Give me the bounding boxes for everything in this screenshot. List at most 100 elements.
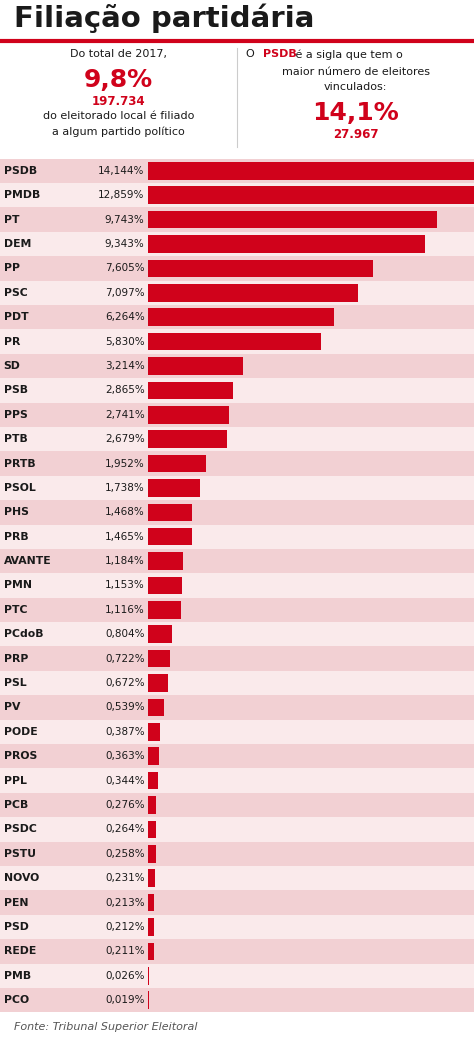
Bar: [0, 451, 474, 475]
Bar: [0, 305, 474, 329]
Bar: [0, 256, 474, 280]
Bar: [0, 378, 474, 403]
Text: 0,026%: 0,026%: [105, 970, 145, 981]
Text: SD: SD: [3, 361, 20, 371]
Text: do eleitorado local é filiado: do eleitorado local é filiado: [43, 111, 194, 121]
Bar: [148, 748, 159, 765]
Text: PT: PT: [3, 215, 19, 224]
Text: PMB: PMB: [3, 970, 31, 981]
Text: é a sigla que tem o: é a sigla que tem o: [292, 49, 402, 60]
Bar: [0, 671, 474, 695]
Text: 0,722%: 0,722%: [105, 654, 145, 664]
Text: PDT: PDT: [3, 313, 28, 322]
Text: PHS: PHS: [3, 508, 28, 517]
Text: 27.967: 27.967: [333, 128, 378, 142]
Text: PSB: PSB: [3, 385, 27, 395]
Bar: [0, 964, 474, 988]
Bar: [0, 232, 474, 256]
Text: 9,743%: 9,743%: [105, 215, 145, 224]
Text: 12,859%: 12,859%: [98, 190, 145, 200]
Bar: [0, 354, 474, 378]
Bar: [0, 817, 474, 841]
Text: 6,264%: 6,264%: [105, 313, 145, 322]
Text: 1,184%: 1,184%: [105, 556, 145, 566]
Bar: [0, 793, 474, 817]
Text: 0,539%: 0,539%: [105, 703, 145, 712]
Text: 0,276%: 0,276%: [105, 800, 145, 810]
Text: NOVO: NOVO: [3, 873, 39, 883]
Bar: [0, 720, 474, 744]
Text: vinculados:: vinculados:: [324, 83, 387, 92]
Text: 1,738%: 1,738%: [105, 483, 145, 493]
Bar: [0, 598, 474, 622]
Text: PSDB: PSDB: [263, 49, 297, 59]
Text: PRB: PRB: [3, 532, 28, 541]
Bar: [0, 695, 474, 720]
Text: 0,264%: 0,264%: [105, 825, 145, 834]
Bar: [148, 601, 181, 619]
Text: PPS: PPS: [3, 410, 27, 420]
Text: PMDB: PMDB: [3, 190, 40, 200]
Bar: [148, 577, 182, 595]
Bar: [0, 915, 474, 939]
Bar: [148, 870, 155, 887]
Text: 0,387%: 0,387%: [105, 727, 145, 736]
Text: PSD: PSD: [3, 922, 28, 932]
Bar: [0, 158, 474, 183]
Text: 1,153%: 1,153%: [105, 580, 145, 591]
Text: PCdoB: PCdoB: [3, 629, 43, 639]
Text: PP: PP: [3, 263, 19, 274]
Text: 0,019%: 0,019%: [105, 996, 145, 1005]
Text: PROS: PROS: [3, 751, 37, 762]
Bar: [148, 845, 156, 862]
Text: 0,212%: 0,212%: [105, 922, 145, 932]
Text: 0,211%: 0,211%: [105, 946, 145, 957]
Text: PV: PV: [3, 703, 20, 712]
Bar: [148, 430, 228, 448]
Bar: [0, 280, 474, 305]
Bar: [0, 988, 474, 1012]
Bar: [148, 333, 321, 350]
Text: 0,258%: 0,258%: [105, 849, 145, 859]
Text: PRP: PRP: [3, 654, 28, 664]
Bar: [0, 866, 474, 891]
Bar: [148, 991, 149, 1009]
Bar: [0, 549, 474, 574]
Text: 0,672%: 0,672%: [105, 678, 145, 688]
Text: 2,741%: 2,741%: [105, 410, 145, 420]
Text: 0,213%: 0,213%: [105, 898, 145, 907]
Text: PRTB: PRTB: [3, 458, 35, 469]
Bar: [148, 553, 183, 570]
Bar: [148, 162, 474, 179]
Bar: [148, 211, 437, 229]
Bar: [0, 769, 474, 793]
Bar: [148, 528, 191, 545]
Text: 0,804%: 0,804%: [105, 629, 145, 639]
Text: Do total de 2017,: Do total de 2017,: [70, 49, 167, 59]
Text: 0,363%: 0,363%: [105, 751, 145, 762]
Bar: [148, 187, 474, 204]
Bar: [148, 796, 156, 814]
Text: PTC: PTC: [3, 605, 27, 615]
Text: 2,679%: 2,679%: [105, 434, 145, 444]
Bar: [0, 939, 474, 964]
Bar: [0, 646, 474, 671]
Text: PSOL: PSOL: [3, 483, 35, 493]
Text: PTB: PTB: [3, 434, 27, 444]
Text: REDE: REDE: [3, 946, 36, 957]
Text: 7,097%: 7,097%: [105, 287, 145, 298]
Bar: [148, 943, 155, 960]
Bar: [148, 504, 191, 521]
Text: PSL: PSL: [3, 678, 26, 688]
Text: PSTU: PSTU: [3, 849, 36, 859]
Bar: [148, 967, 149, 985]
Bar: [0, 841, 474, 866]
Text: PSC: PSC: [3, 287, 27, 298]
Bar: [148, 357, 243, 374]
Text: PODE: PODE: [3, 727, 37, 736]
Text: PSDC: PSDC: [3, 825, 36, 834]
Text: 9,8%: 9,8%: [84, 68, 153, 92]
Bar: [0, 403, 474, 427]
Text: 14,144%: 14,144%: [98, 166, 145, 176]
Bar: [0, 500, 474, 524]
